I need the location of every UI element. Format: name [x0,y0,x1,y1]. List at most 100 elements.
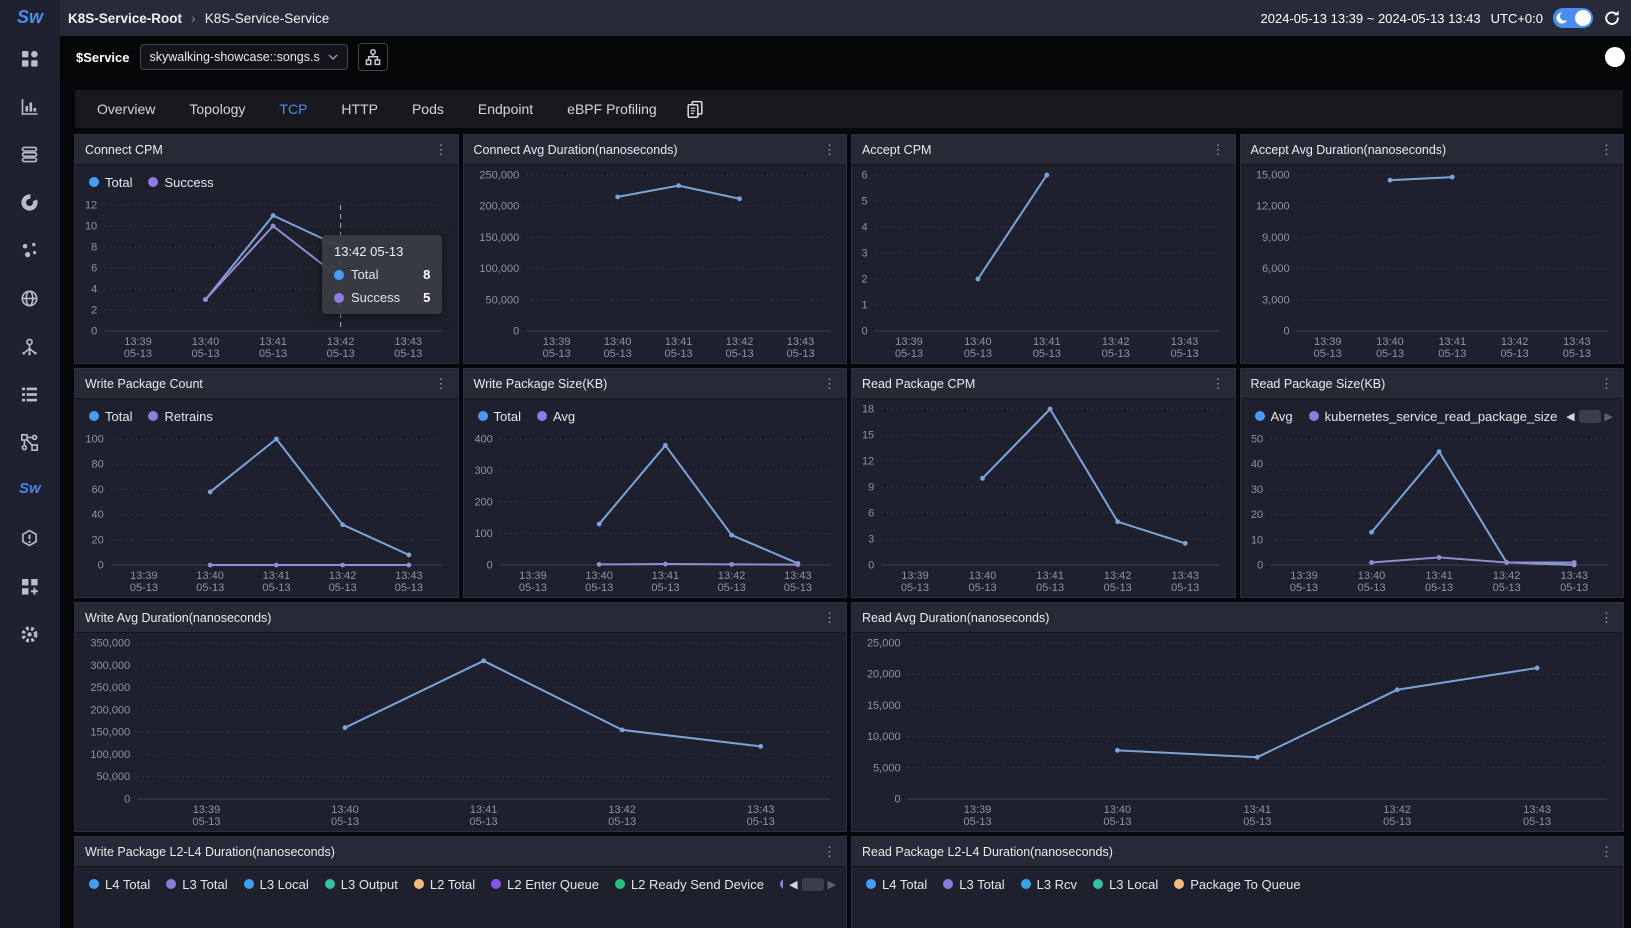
svg-text:05-13: 05-13 [191,348,219,360]
legend-item[interactable]: Retrains [148,409,213,424]
sidebar-item-topology-icon[interactable] [19,432,41,454]
legend-next-icon[interactable]: ▶ [827,878,836,891]
skywalking-logo[interactable]: Sw [16,7,43,27]
svg-text:9: 9 [868,482,874,494]
legend-prev-icon[interactable]: ◀ [789,878,798,891]
sidebar-item-barchart-icon[interactable] [19,96,41,118]
kebab-menu-icon[interactable]: ⋮ [1600,843,1613,859]
sidebar-item-gear-icon[interactable] [19,624,41,646]
legend-dot-icon [89,411,99,421]
legend-item[interactable]: Success [148,175,214,190]
tab-http[interactable]: HTTP [341,101,378,117]
legend-item[interactable]: Avg [536,409,575,424]
sidebar-item-list-icon[interactable] [19,384,41,406]
kebab-menu-icon[interactable]: ⋮ [1211,375,1225,391]
sidebar-item-scatter-icon[interactable] [19,240,41,262]
time-range[interactable]: 2024-05-13 13:39 ~ 2024-05-13 13:43 [1260,10,1481,26]
svg-text:05-13: 05-13 [192,816,220,828]
sidebar-item-grid-plus-icon[interactable] [19,576,41,598]
svg-text:05-13: 05-13 [1560,582,1588,594]
breadcrumb-root[interactable]: K8S-Service-Root [68,10,183,26]
svg-text:13:40: 13:40 [1376,336,1404,348]
dark-mode-toggle[interactable] [1553,8,1593,28]
dashboard-tabs-bar: Overview Topology TCP HTTP Pods Endpoint eBPF … [75,90,1623,128]
legend-next-icon[interactable]: ▶ [1604,410,1613,423]
sidebar-item-layers-icon[interactable] [19,144,41,166]
legend-item[interactable]: L4 Total [89,877,150,892]
legend-page-indicator [1578,409,1601,423]
sidebar-item-mesh-icon[interactable] [19,336,41,358]
chart-card-header: Connect CPM ⋮ [75,135,458,165]
kebab-menu-icon[interactable]: ⋮ [823,141,836,157]
svg-text:12: 12 [862,456,874,468]
kebab-menu-icon[interactable]: ⋮ [1600,609,1613,625]
svg-text:05-13: 05-13 [1102,348,1130,360]
sidebar-item-globe-icon[interactable] [19,288,41,310]
svg-text:50,000: 50,000 [485,294,519,306]
sidebar-item-dashboard-icon[interactable] [19,48,41,70]
tooltip-title: 13:42 05-13 [334,244,404,259]
kebab-menu-icon[interactable]: ⋮ [434,141,448,157]
svg-text:13:42: 13:42 [725,336,753,348]
svg-text:6,000: 6,000 [1262,263,1290,275]
chart-card-header: Accept CPM ⋮ [852,135,1235,165]
auto-refresh-toggle-knob[interactable] [1605,47,1625,67]
service-topology-button[interactable] [357,43,388,71]
refresh-icon[interactable] [1603,9,1621,27]
sidebar-item-shield-alert-icon[interactable] [19,528,41,550]
tab-ebpf-profiling[interactable]: eBPF Profiling [567,101,657,117]
sidebar-item-showcase-logo-icon[interactable]: Sw [19,480,41,502]
tab-topology[interactable]: Topology [189,101,246,117]
chart-card-connect-avg-duration: Connect Avg Duration(nanoseconds) ⋮ 0 50,0… [463,135,846,363]
chart-title: Write Package Count [85,376,203,391]
legend-item[interactable]: L3 Local [243,877,309,892]
svg-text:05-13: 05-13 [725,348,753,360]
legend-prev-icon[interactable]: ◀ [1566,410,1575,423]
legend-item[interactable]: Total [89,409,132,424]
tab-pods[interactable]: Pods [411,101,444,117]
legend-item[interactable]: Avg [1254,409,1293,424]
service-select[interactable]: skywalking-showcase::songs.s [139,44,348,70]
legend-item[interactable]: L2 Ready Send Device [614,877,764,892]
legend-item[interactable]: kubernetes_service_read_package_size [1308,409,1557,424]
svg-text:05-13: 05-13 [664,348,692,360]
svg-text:13:41: 13:41 [1425,570,1453,582]
chart-card-header: Connect Avg Duration(nanoseconds) ⋮ [463,135,846,165]
kebab-menu-icon[interactable]: ⋮ [1600,141,1613,157]
chart-legend: Avg kubernetes_service_read_package_size ◀… [1241,399,1624,429]
legend-item[interactable]: L3 Rcv [1020,877,1077,892]
svg-text:05-13: 05-13 [783,582,811,594]
svg-text:05-13: 05-13 [1492,582,1520,594]
kebab-menu-icon[interactable]: ⋮ [823,609,836,625]
legend-item[interactable]: L2 Total [413,877,475,892]
kebab-menu-icon[interactable]: ⋮ [1600,375,1613,391]
tab-tcp[interactable]: TCP [279,101,308,117]
svg-text:13:42: 13:42 [1492,570,1520,582]
svg-text:80: 80 [92,459,104,471]
legend-page-indicator [801,877,824,891]
kebab-menu-icon[interactable]: ⋮ [823,375,836,391]
legend-item[interactable]: L3 Local [1093,877,1158,892]
svg-text:05-13: 05-13 [1103,816,1131,828]
tab-overview[interactable]: Overview [97,101,156,117]
svg-text:05-13: 05-13 [470,816,498,828]
kebab-menu-icon[interactable]: ⋮ [1211,141,1225,157]
legend-item[interactable]: L3 Total [166,877,228,892]
legend-item[interactable]: L4 Total [866,877,927,892]
svg-text:250,000: 250,000 [90,682,130,694]
copy-icon[interactable] [685,99,705,119]
legend-item[interactable]: L3 Output [324,877,398,892]
kebab-menu-icon[interactable]: ⋮ [434,375,448,391]
legend-item[interactable]: L3 Total [943,877,1005,892]
legend-dot-icon [536,411,547,421]
tab-endpoint[interactable]: Endpoint [477,101,534,117]
legend-item[interactable]: Package To Queue [1174,877,1301,892]
legend-item[interactable]: Total [89,175,132,190]
kebab-menu-icon[interactable]: ⋮ [823,843,836,859]
breadcrumb-current[interactable]: K8S-Service-Service [204,10,330,26]
sidebar-item-donut-icon[interactable] [19,192,41,214]
legend-item[interactable]: L2 Enter Queue [491,877,599,892]
legend-item[interactable]: L [779,877,784,892]
legend-item[interactable]: Total [477,409,521,424]
chart-card-header: Read Package L2-L4 Duration(nanoseconds)… [852,837,1623,867]
